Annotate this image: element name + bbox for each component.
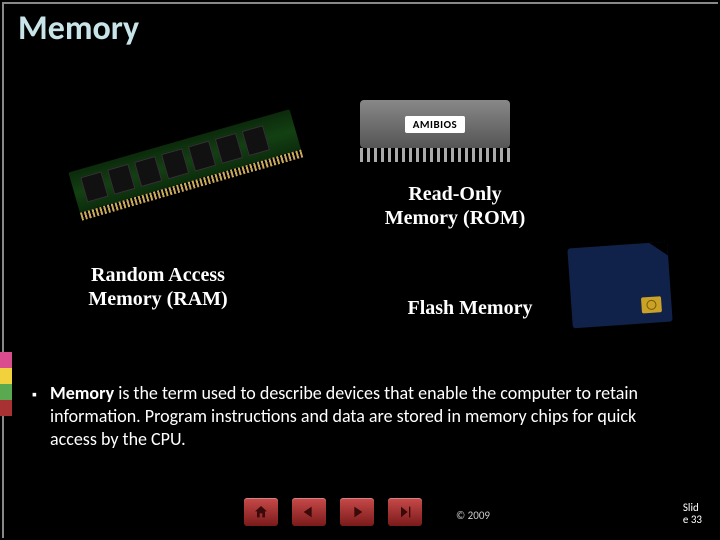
- nav-end-button[interactable]: [388, 498, 422, 526]
- next-icon: [349, 504, 365, 520]
- prev-icon: [301, 504, 317, 520]
- flash-image: [570, 245, 680, 330]
- flash-card-icon: [567, 242, 672, 329]
- bullet-icon: ▪: [32, 386, 37, 404]
- slide-number: Slid e 33: [683, 502, 702, 526]
- copyright-text: © 2009: [456, 509, 490, 522]
- ram-stick-icon: [68, 109, 301, 215]
- nav-prev-button[interactable]: [292, 498, 326, 526]
- flash-caption: Flash Memory: [395, 296, 545, 320]
- page-title: Memory: [18, 8, 139, 49]
- nav-next-button[interactable]: [340, 498, 374, 526]
- rom-chip-label: AMIBIOS: [405, 116, 465, 133]
- body-paragraph: ▪ Memory is the term used to describe de…: [50, 382, 670, 451]
- rom-chip-icon: AMIBIOS: [360, 100, 510, 148]
- end-icon: [397, 504, 413, 520]
- frame-line-left: [2, 2, 4, 538]
- accent-stripe-2: [0, 368, 12, 384]
- frame-line-top: [2, 2, 718, 4]
- slide-number-line2: e 33: [683, 513, 702, 526]
- ram-caption: Random Access Memory (RAM): [78, 263, 238, 311]
- rom-image: AMIBIOS: [350, 100, 520, 180]
- body-bold: Memory: [50, 382, 114, 404]
- rom-caption: Read-Only Memory (ROM): [375, 182, 535, 230]
- accent-stripe-3: [0, 384, 12, 400]
- home-icon: [253, 504, 269, 520]
- accent-stripe: [0, 352, 12, 416]
- ram-image: [60, 100, 300, 240]
- body-rest: is the term used to describe devices tha…: [50, 382, 638, 450]
- accent-stripe-4: [0, 400, 12, 416]
- nav-bar: [244, 498, 422, 526]
- accent-stripe-1: [0, 352, 12, 368]
- nav-home-button[interactable]: [244, 498, 278, 526]
- slide-number-line1: Slid: [683, 501, 699, 514]
